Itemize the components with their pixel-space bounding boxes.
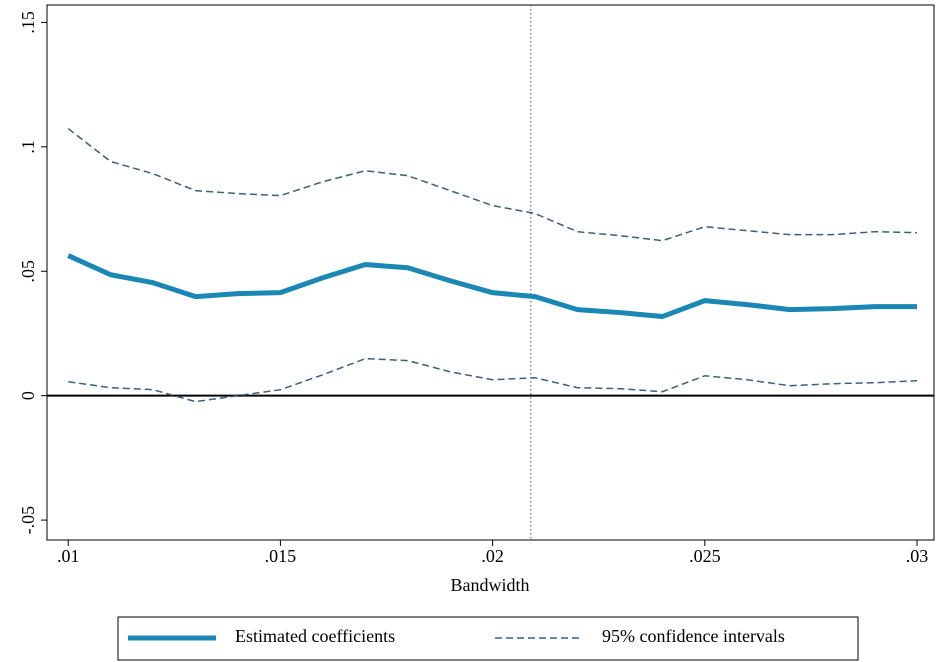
legend-label: 95% confidence intervals: [602, 626, 785, 646]
x-tick-label: .015: [265, 546, 297, 566]
legend-label: Estimated coefficients: [235, 626, 395, 646]
ci-line: [67, 128, 918, 242]
x-tick-label: .01: [57, 546, 80, 566]
y-tick-label: .05: [18, 260, 38, 283]
x-tick-label: .025: [689, 546, 721, 566]
y-tick-label: .1: [18, 140, 38, 154]
plot-frame: [46, 4, 935, 541]
legend-box: [117, 616, 859, 661]
ci-line: [68, 357, 918, 403]
y-tick-label: 0: [18, 391, 38, 400]
y-tick-label: .15: [18, 11, 38, 33]
x-axis-label: Bandwidth: [451, 575, 530, 595]
estimate-line: [67, 253, 918, 320]
x-tick-label: .02: [481, 546, 504, 566]
y-tick-label: -.05: [18, 506, 38, 535]
x-tick-label: .03: [906, 546, 929, 566]
